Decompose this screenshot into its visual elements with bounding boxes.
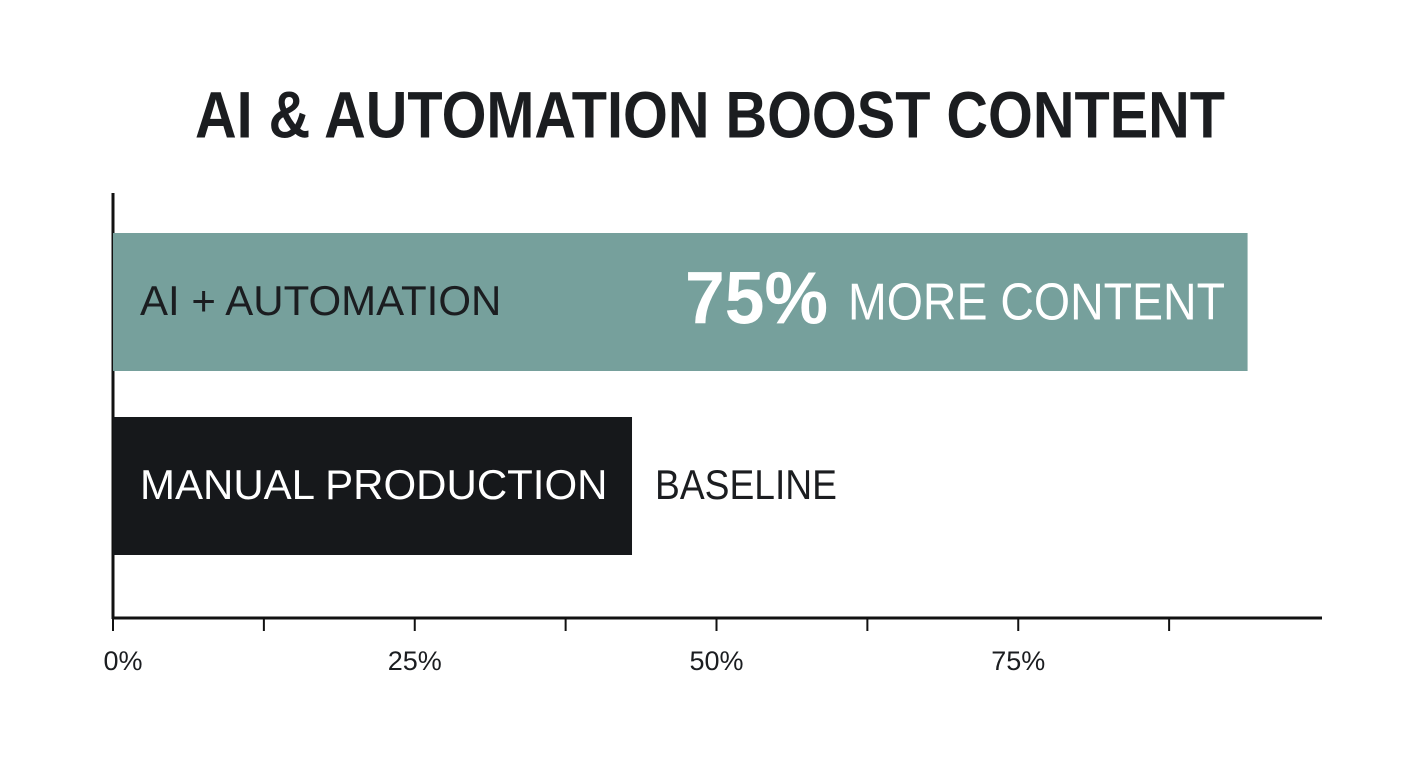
x-tick-label: 0%	[103, 646, 142, 676]
x-tick-label: 50%	[689, 646, 743, 676]
chart-title: AI & AUTOMATION BOOST CONTENT	[195, 77, 1225, 151]
x-tick-label: 25%	[388, 646, 442, 676]
annotation-baseline: BASELINE	[655, 461, 837, 508]
category-label: AI + AUTOMATION	[140, 277, 501, 324]
x-tick-label: 75%	[991, 646, 1045, 676]
annotation-value: 75%	[685, 257, 828, 340]
annotation-text: MORE CONTENT	[848, 274, 1225, 332]
bar	[113, 233, 1248, 371]
bar	[113, 417, 633, 555]
category-label: MANUAL PRODUCTION	[140, 461, 607, 508]
